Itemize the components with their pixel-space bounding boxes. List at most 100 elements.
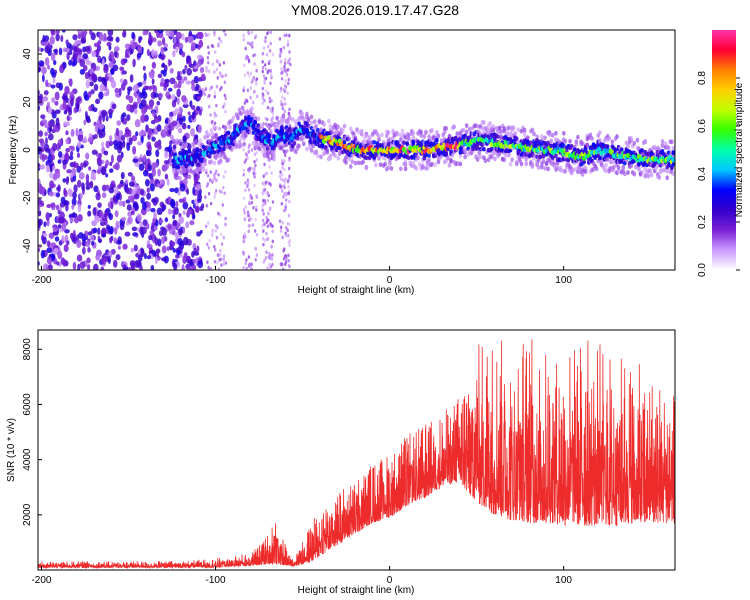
spectrogram-cell xyxy=(388,137,392,142)
spectrogram-cell xyxy=(283,97,286,101)
spectrogram-cell xyxy=(63,187,67,196)
spectrogram-cell xyxy=(132,232,138,237)
spectrogram-cell xyxy=(216,260,219,265)
spectrogram-cell xyxy=(122,264,127,270)
spectrogram-cell xyxy=(54,100,59,106)
spectrogram-cell xyxy=(187,266,193,270)
spectrogram-cell xyxy=(94,215,101,223)
spectrogram-cell xyxy=(48,264,53,270)
spectrogram-cell xyxy=(261,149,265,155)
spectrogram-cell xyxy=(590,136,594,141)
spectrogram-cell xyxy=(157,30,164,34)
spectrogram-cell xyxy=(543,165,547,171)
spectrogram-cell xyxy=(254,217,257,222)
spectrogram-cell xyxy=(266,70,269,75)
spectrogram-cell xyxy=(178,198,185,203)
spectrogram-cell xyxy=(280,202,284,206)
spectrogram-cell xyxy=(174,232,180,238)
spectrogram-cell xyxy=(92,207,97,216)
spectrogram-cell xyxy=(217,253,220,258)
spectrogram-cell xyxy=(427,153,431,158)
spectrogram-cell xyxy=(267,157,272,162)
spectrogram-cell xyxy=(42,96,49,102)
spectrogram-cell xyxy=(356,160,361,166)
spectrogram-cell xyxy=(39,93,44,101)
spectrogram-cell xyxy=(247,264,251,268)
colorbar-label: Normalized spectral amplitude xyxy=(734,82,745,217)
spectrogram-cell xyxy=(262,201,266,206)
spectrogram-cell xyxy=(195,183,202,191)
spectrogram-cell xyxy=(666,145,671,151)
spectrogram-cell xyxy=(224,222,227,227)
spectrogram-cell xyxy=(347,156,351,162)
spectrogram-cell xyxy=(53,59,57,66)
spectrogram-cell xyxy=(40,114,46,120)
spectrogram-cell xyxy=(105,115,109,122)
spectrogram-cell xyxy=(181,95,187,102)
spectrogram-cell xyxy=(563,168,568,174)
spectrogram-cell xyxy=(195,148,200,153)
spectrogram-cell xyxy=(172,144,177,150)
spectrogram-cell xyxy=(278,219,282,223)
spectrogram-cell xyxy=(109,183,116,189)
spectrogram-cell xyxy=(207,51,211,55)
spectrogram-cell xyxy=(251,223,255,227)
spectrogram-cell xyxy=(122,243,128,250)
spectrogram-cell xyxy=(72,236,77,245)
spectrogram-y-axis-label: Frequency (Hz) xyxy=(8,116,19,185)
spectrogram-cell xyxy=(198,39,204,48)
spectrogram-cell xyxy=(403,166,408,172)
spectrogram-cell xyxy=(254,246,257,251)
spectrogram-cell xyxy=(333,153,337,158)
spectrogram-cell xyxy=(287,185,290,189)
spectrogram-cell xyxy=(44,35,50,42)
spectrogram-cell xyxy=(46,240,51,248)
spectrogram-cell xyxy=(131,42,135,50)
spectrogram-cell xyxy=(551,155,555,160)
spectrogram-cell xyxy=(153,92,159,98)
spectrogram-cell xyxy=(247,200,251,205)
spectrogram-cell xyxy=(173,173,178,179)
spectrogram-cell xyxy=(271,253,274,257)
spectrogram-cell xyxy=(121,70,127,75)
spectrogram-cell xyxy=(160,54,165,61)
spectrogram-cell xyxy=(272,153,276,158)
spectrogram-cell xyxy=(524,161,528,167)
spectrogram-cell xyxy=(271,106,274,111)
spectrogram-cell xyxy=(239,143,243,148)
spectrogram-cell xyxy=(319,138,323,144)
snr-y-tick-label: 4000 xyxy=(22,448,33,471)
spectrogram-cell xyxy=(69,151,74,157)
spectrogram-cell xyxy=(71,197,77,206)
spectrogram-cell xyxy=(183,135,187,142)
spectrogram-cell xyxy=(222,254,226,259)
spectrogram-cell xyxy=(160,226,166,231)
spectrogram-cell xyxy=(102,113,106,123)
spectrogram-cell xyxy=(248,143,251,147)
spectrogram-cell xyxy=(53,48,58,53)
spectrogram-cell xyxy=(126,204,132,211)
spectrogram-cell xyxy=(63,121,68,127)
spectrogram-cell xyxy=(64,85,70,95)
spectrogram-cell xyxy=(344,155,348,161)
spectrogram-cell xyxy=(253,183,256,188)
spectrogram-cell xyxy=(58,82,63,91)
spectrogram-cell xyxy=(38,46,42,52)
spectrogram-cell xyxy=(152,85,158,94)
spectrogram-cell xyxy=(198,166,203,172)
spectrogram-cell xyxy=(383,161,388,167)
spectrogram-cell xyxy=(62,101,67,111)
spectrogram-cell xyxy=(336,124,341,130)
spectrogram-cell xyxy=(541,158,546,164)
spectrogram-cell xyxy=(69,91,75,97)
spectrogram-cell xyxy=(411,130,416,136)
spectrogram-cell xyxy=(256,116,261,122)
spectrogram-cell xyxy=(280,67,283,71)
spectrogram-cell xyxy=(53,172,57,180)
spectrogram-cell xyxy=(169,30,175,38)
spectrogram-cell xyxy=(213,175,216,179)
spectrogram-cell xyxy=(207,60,210,65)
spectrogram-cell xyxy=(510,157,514,163)
spectrogram-cell xyxy=(87,231,93,236)
spectrogram-cell xyxy=(598,130,602,136)
